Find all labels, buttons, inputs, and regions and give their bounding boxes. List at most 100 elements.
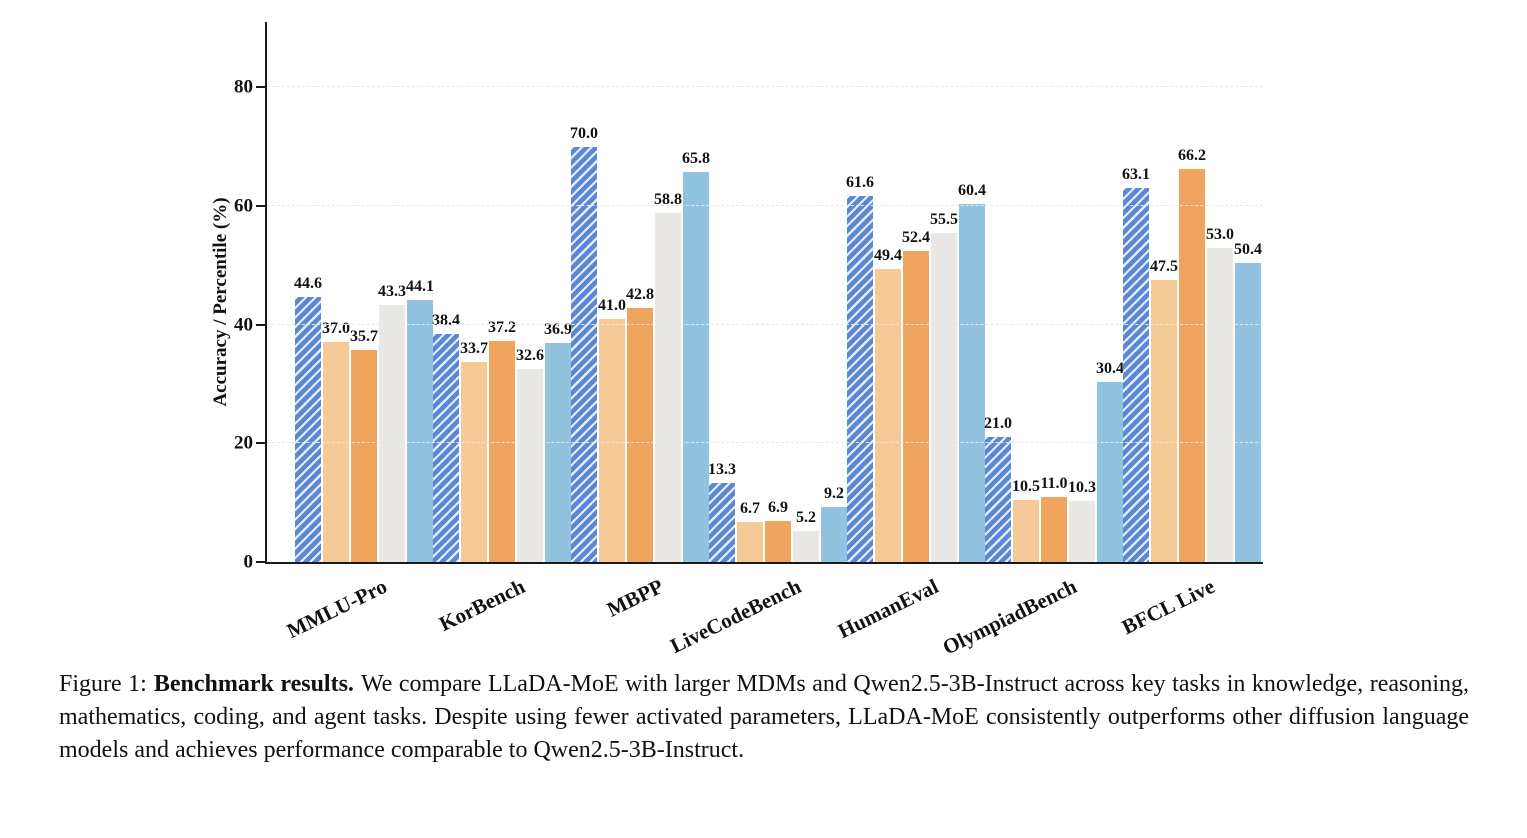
bar-series-2-light-orange: 10.5: [1012, 478, 1040, 562]
bar-value-label: 66.2: [1178, 147, 1206, 165]
x-tick-label: HumanEval: [834, 574, 943, 644]
bar-group: 13.3 6.7 6.9 5.2 9.2 LiveCodeBench: [666, 22, 847, 658]
bar-value-label: 44.6: [294, 275, 322, 293]
x-tick-label: MBPP: [602, 574, 667, 622]
bar-series-2-light-orange: 41.0: [598, 297, 626, 562]
bar-series-4-light-gray: 32.6: [516, 347, 544, 562]
bar-series-5-light-blue: 30.4: [1096, 360, 1124, 562]
bar-value-label: 50.4: [1234, 240, 1262, 258]
bar-series-3-orange: 42.8: [626, 287, 654, 562]
caption-body: We compare LLaDA-MoE with larger MDMs an…: [59, 671, 1470, 763]
bar-value-label: 52.4: [902, 229, 930, 247]
y-tick-label: 20: [234, 432, 253, 454]
bar-value-label: 36.9: [544, 321, 572, 339]
bar-value-label: 44.1: [406, 278, 434, 296]
bar-value-label: 47.5: [1150, 258, 1178, 276]
bar-series-2-light-orange: 49.4: [874, 247, 902, 562]
bar-group: 21.0 10.5 11.0 10.3 30.4 OlympiadBench: [939, 22, 1124, 659]
bar-series-5-light-blue: 50.4: [1234, 241, 1262, 562]
bar-group: 44.6 37.0 35.7 43.3 44.1 MMLU-Pro: [283, 22, 434, 643]
figure-caption: Figure 1: Benchmark results. We compare LL…: [59, 668, 1469, 767]
bar-series-1-blue-hatched: 61.6: [846, 175, 874, 562]
bar-series-3-orange: 52.4: [902, 230, 930, 562]
bar-series-4-light-gray: 10.3: [1068, 479, 1096, 562]
bar-series-4-light-gray: 53.0: [1206, 226, 1234, 562]
caption-heading: Benchmark results.: [153, 671, 354, 697]
bar-value-label: 49.4: [874, 246, 902, 264]
bar-value-label: 41.0: [598, 296, 626, 314]
bar-series-1-blue-hatched: 44.6: [294, 276, 322, 562]
bar-value-label: 63.1: [1122, 165, 1150, 183]
bar-value-label: 10.5: [1012, 477, 1040, 495]
bar-series-3-orange: 35.7: [350, 329, 378, 562]
gridline: [267, 204, 1263, 206]
bar-value-label: 13.3: [708, 461, 736, 479]
x-tick-label: BFCL Live: [1118, 574, 1219, 640]
bar-series-2-light-orange: 6.7: [737, 501, 763, 562]
bar-value-label: 65.8: [682, 149, 710, 167]
bar-series-4-light-gray: 55.5: [930, 211, 958, 562]
bar-series-1-blue-hatched: 38.4: [432, 313, 460, 562]
bar-series-4-light-gray: 58.8: [654, 192, 682, 562]
bar-value-label: 60.4: [958, 181, 986, 199]
bar-value-label: 37.0: [322, 320, 350, 338]
bar-value-label: 9.2: [824, 485, 844, 503]
bar-value-label: 21.0: [984, 415, 1012, 433]
caption-label: Figure 1:: [59, 671, 147, 697]
y-axis-spine: [265, 22, 267, 564]
y-tick-label: 80: [234, 76, 253, 98]
bar-series-2-light-orange: 47.5: [1150, 259, 1178, 562]
bar-value-label: 11.0: [1040, 474, 1068, 492]
y-tick-label: 0: [243, 551, 254, 573]
bar-series-5-light-blue: 65.8: [682, 150, 710, 562]
bar-value-label: 5.2: [796, 509, 816, 527]
x-tick-label: MMLU-Pro: [282, 574, 391, 643]
bar-series-2-light-orange: 37.0: [322, 321, 350, 562]
x-tick-label: OlympiadBench: [938, 574, 1081, 660]
bar-series-4-light-gray: 5.2: [793, 510, 819, 562]
bar-series-5-light-blue: 60.4: [958, 182, 986, 562]
bar-value-label: 42.8: [626, 286, 654, 304]
bar-value-label: 55.5: [930, 210, 958, 228]
y-tick-mark: [256, 204, 265, 207]
gridline: [267, 442, 1263, 444]
bar-group: 70.0 41.0 42.8 58.8 65.8 MBPP: [570, 22, 710, 622]
bar-series-3-orange: 11.0: [1040, 475, 1068, 562]
bar-value-label: 33.7: [460, 340, 488, 358]
bar-value-label: 53.0: [1206, 225, 1234, 243]
bar-group: 61.6 49.4 52.4 55.5 60.4 HumanEval: [834, 22, 986, 643]
y-tick-label: 40: [234, 314, 253, 336]
y-tick-mark: [256, 323, 265, 326]
y-tick-mark: [256, 442, 265, 445]
bar-series-3-orange: 37.2: [488, 320, 516, 562]
bar-series-1-blue-hatched: 63.1: [1122, 166, 1150, 562]
bar-series-5-light-blue: 36.9: [544, 322, 572, 562]
bar-value-label: 6.9: [768, 499, 788, 517]
bar-group: 63.1 47.5 66.2 53.0 50.4 BFCL Live: [1118, 22, 1262, 640]
bar-series-2-light-orange: 33.7: [460, 341, 488, 562]
bar-series-1-blue-hatched: 21.0: [984, 416, 1012, 562]
bar-value-label: 43.3: [378, 283, 406, 301]
y-tick-label: 60: [234, 195, 253, 217]
bar-value-label: 6.7: [740, 500, 760, 518]
bar-series-1-blue-hatched: 13.3: [708, 462, 736, 562]
x-tick-label: KorBench: [435, 574, 529, 636]
bar-value-label: 10.3: [1068, 478, 1096, 496]
bar-groups: 44.6 37.0 35.7 43.3 44.1 MMLU-Pro 38.4 33.7 37.2…: [283, 22, 1262, 659]
gridline: [267, 323, 1263, 325]
plot-area: 44.6 37.0 35.7 43.3 44.1 MMLU-Pro 38.4 33.7 37.2…: [234, 22, 1263, 660]
bar-value-label: 70.0: [570, 124, 598, 142]
bar-value-label: 30.4: [1096, 359, 1124, 377]
y-tick-mark: [256, 561, 265, 563]
bar-series-4-light-gray: 43.3: [378, 284, 406, 562]
bar-group: 38.4 33.7 37.2 32.6 36.9 KorBench: [432, 22, 572, 636]
bar-value-label: 61.6: [846, 174, 874, 192]
bar-series-5-light-blue: 9.2: [821, 486, 847, 562]
gridline: [267, 86, 1263, 88]
bar-series-3-orange: 66.2: [1178, 148, 1206, 562]
x-axis-spine: [265, 562, 1263, 564]
x-tick-label: LiveCodeBench: [666, 574, 805, 658]
bar-value-label: 32.6: [516, 346, 544, 364]
y-axis-title: Accuracy / Percentile (%): [210, 197, 231, 407]
